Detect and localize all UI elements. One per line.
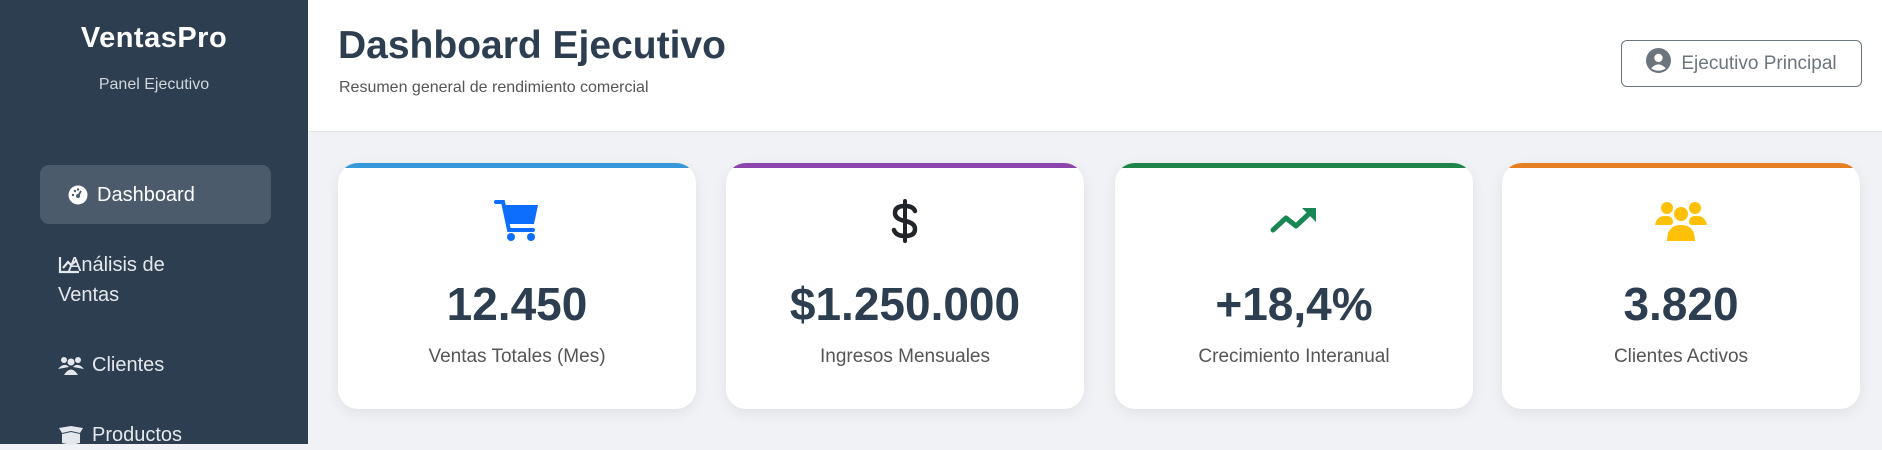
sidebar-item-label: Dashboard [97,183,195,206]
page-subtitle: Resumen general de rendimiento comercial [339,79,649,96]
shopping-cart-icon [338,199,696,243]
trend-up-icon [1115,199,1473,243]
gauge-icon [67,184,89,206]
kpi-label: Crecimiento Interanual [1198,346,1390,367]
kpi-value: 12.450 [446,278,588,330]
kpi-card-clientes: 3.820 Clientes Activos [1502,163,1860,409]
card-accent-bar [1115,163,1473,168]
sidebar-item-label: Análisis de Ventas [58,254,165,306]
kpi-value: +18,4% [1215,278,1373,330]
user-circle-icon [1646,48,1672,79]
card-accent-bar [726,163,1084,168]
chart-line-icon [58,254,80,276]
box-open-icon [58,424,84,446]
kpi-card-ventas: 12.450 Ventas Totales (Mes) [338,163,696,409]
brand-logo: VentasPro [80,22,228,54]
kpi-label: Ventas Totales (Mes) [428,346,606,367]
kpi-label: Ingresos Mensuales [819,346,991,367]
user-menu-button[interactable]: Ejecutivo Principal [1621,40,1862,87]
page-title: Dashboard Ejecutivo [338,24,726,67]
sidebar-item-clientes[interactable]: Clientes [40,350,271,380]
kpi-value: $1.250.000 [789,278,1021,330]
kpi-value: 3.820 [1623,278,1739,330]
sidebar-item-productos[interactable]: Productos [40,420,271,450]
users-icon [1502,199,1860,243]
sidebar-item-label: Productos [92,424,183,446]
card-accent-bar [338,163,696,168]
users-icon [58,354,84,376]
sidebar-item-dashboard[interactable]: Dashboard [40,165,271,224]
sidebar-item-label: Clientes [92,354,165,376]
kpi-card-ingresos: $1.250.000 Ingresos Mensuales [726,163,1084,409]
sidebar: VentasPro Panel Ejecutivo Dashboard Anál… [0,0,308,446]
user-label: Ejecutivo Principal [1681,52,1837,74]
dollar-sign-icon [726,199,1084,243]
kpi-card-crecimiento: +18,4% Crecimiento Interanual [1115,163,1473,409]
kpi-label: Clientes Activos [1613,346,1749,367]
page-header: Dashboard Ejecutivo Resumen general de r… [308,0,1882,132]
card-accent-bar [1502,163,1860,168]
brand-subtitle: Panel Ejecutivo [98,76,210,93]
sidebar-item-analisis-ventas[interactable]: Análisis de Ventas [40,250,220,310]
